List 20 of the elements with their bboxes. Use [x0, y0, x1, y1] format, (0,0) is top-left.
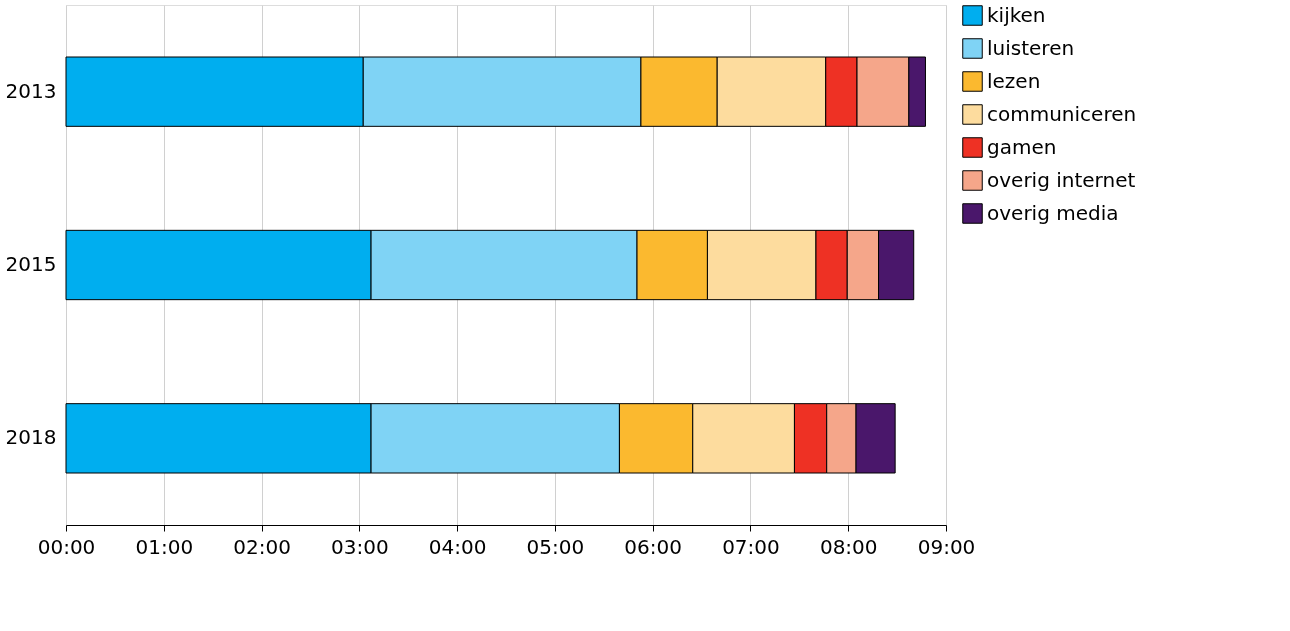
- x-tick-label: 02:00: [233, 534, 291, 559]
- x-tick-label: 09:00: [917, 534, 976, 559]
- y-tick-label: 2015: [5, 252, 57, 276]
- y-tick-label: 2013: [5, 78, 57, 103]
- legend-label: communiceren: [987, 101, 1137, 126]
- x-tick-label: 00:00: [37, 534, 96, 559]
- y-tick-label: 2018: [5, 425, 57, 450]
- legend-label: luisteren: [987, 35, 1075, 60]
- legend-label: lezen: [987, 68, 1041, 93]
- x-tick-label: 05:00: [526, 534, 585, 559]
- x-tick-label: 04:00: [428, 534, 487, 559]
- x-tick-label: 03:00: [331, 534, 389, 559]
- legend-label: overig internet: [987, 167, 1136, 192]
- x-tick-label: 08:00: [819, 534, 878, 559]
- x-tick-label: 01:00: [135, 534, 194, 559]
- legend-label: overig media: [987, 200, 1119, 225]
- legend-label: gamen: [987, 134, 1057, 159]
- legend-label: kijken: [987, 2, 1046, 27]
- x-tick-label: 06:00: [624, 534, 682, 559]
- x-tick-label: 07:00: [722, 534, 780, 559]
